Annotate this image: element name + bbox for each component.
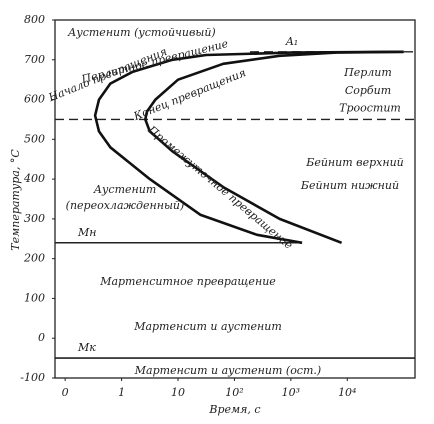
annotation: Мартенситное превращение bbox=[99, 275, 276, 288]
plot-frame bbox=[54, 19, 416, 379]
y-axis-label: Температура, °C bbox=[9, 149, 22, 251]
annotation: Перлит bbox=[343, 66, 392, 79]
y-tick-label: 400 bbox=[23, 172, 45, 185]
y-tick-label: 800 bbox=[24, 13, 45, 26]
x-tick-label: 10³ bbox=[282, 386, 300, 399]
x-tick-label: 1 bbox=[118, 386, 125, 399]
y-tick-label: 100 bbox=[24, 291, 45, 304]
x-tick-label: 0 bbox=[62, 386, 69, 399]
y-tick-label: 300 bbox=[24, 212, 45, 225]
h-line-label: A₁ bbox=[285, 35, 298, 48]
h-line-label: Mк bbox=[77, 341, 96, 354]
h-line-label: Mн bbox=[77, 226, 97, 239]
y-tick-label: 600 bbox=[24, 93, 45, 106]
y-tick-label: 500 bbox=[24, 132, 45, 145]
curve bbox=[144, 50, 404, 245]
curve bbox=[93, 50, 404, 245]
annotation: Бейнит верхний bbox=[305, 156, 404, 169]
y-tick-label: 0 bbox=[38, 331, 45, 344]
x-tick-label: 10⁴ bbox=[338, 386, 356, 399]
y-tick-label: 700 bbox=[24, 53, 45, 66]
annotation: Мартенсит и аустенит bbox=[133, 320, 282, 333]
annotation: Бейнит нижний bbox=[300, 179, 399, 192]
annotation: Аустенит (устойчивый) bbox=[67, 26, 216, 39]
x-axis-label: Время, с bbox=[208, 403, 260, 416]
h-line-label: Троостит bbox=[339, 101, 401, 114]
annotation: Промежуточное превращение bbox=[145, 123, 296, 253]
x-tick-label: 10 bbox=[171, 386, 185, 399]
annotation: Аустенит bbox=[93, 183, 157, 196]
x-tick-label: 10² bbox=[225, 386, 243, 399]
annotation: Мартенсит и аустенит (ост.) bbox=[134, 364, 321, 377]
annotation: (переохлажденный) bbox=[66, 199, 185, 212]
y-tick-label: -100 bbox=[20, 371, 45, 384]
annotation: Перлитное превращение bbox=[79, 37, 230, 86]
annotation: Сорбит bbox=[345, 84, 391, 97]
y-tick-label: 200 bbox=[23, 252, 45, 265]
